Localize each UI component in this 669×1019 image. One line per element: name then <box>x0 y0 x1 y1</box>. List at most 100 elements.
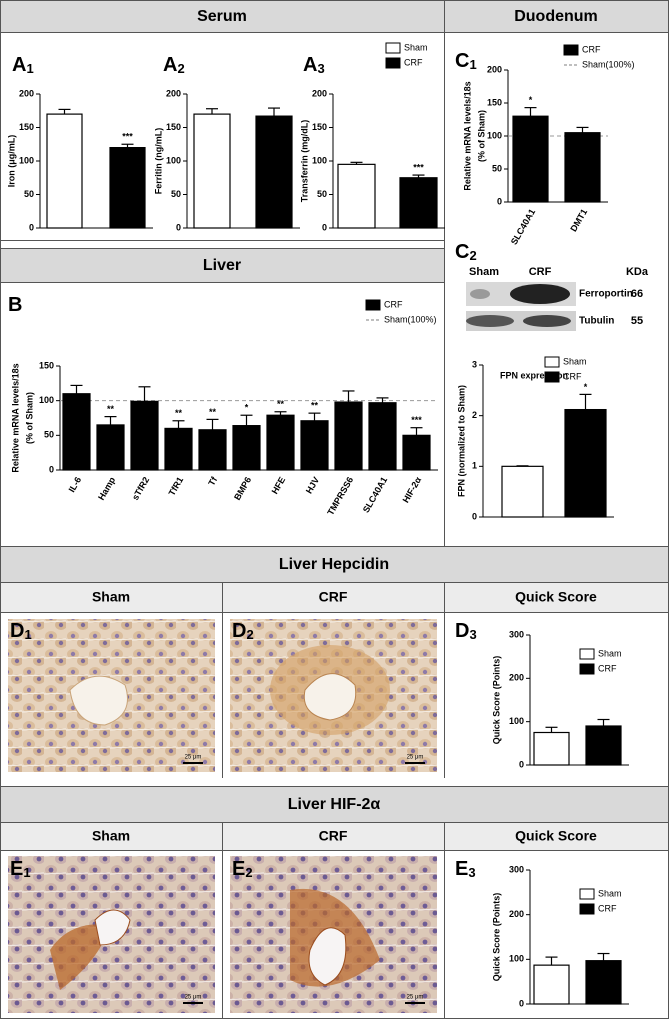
panel-label: E3 <box>455 858 476 880</box>
error-bar <box>138 386 151 402</box>
bar <box>585 960 622 1005</box>
error-bar <box>172 420 185 429</box>
y-tick-label: 0 <box>519 998 524 1008</box>
panel-label: D1 <box>10 620 32 642</box>
legend-label: Sham <box>404 42 428 52</box>
significance: * <box>529 95 533 105</box>
chart-title: FPN expression <box>500 370 568 380</box>
panel-letter: A <box>12 54 26 76</box>
bar <box>564 132 601 203</box>
bar <box>337 163 376 229</box>
panel-letter: A <box>303 54 317 76</box>
significance: ** <box>209 407 217 417</box>
bar <box>402 434 431 471</box>
panel-label: D3 <box>455 620 477 642</box>
bar <box>266 414 295 471</box>
bar <box>368 402 397 471</box>
legend-label: CRF <box>598 663 617 673</box>
x-tick-label: HIF-2α <box>401 475 424 505</box>
blot-kda: 66 <box>631 288 643 300</box>
column-title: CRF <box>319 589 348 605</box>
scale-bar-label: 25 μm <box>185 995 202 1001</box>
y-tick-label: 0 <box>49 464 54 474</box>
bar <box>334 401 363 471</box>
x-tick-label: HFE <box>270 475 288 496</box>
y-tick-label: 150 <box>39 360 54 370</box>
blot-group: Sham <box>469 266 499 278</box>
significance: * <box>245 403 249 413</box>
y-tick-label: 0 <box>322 222 327 232</box>
micrographs <box>8 619 437 1013</box>
legend-label: Sham(100%) <box>384 314 437 324</box>
y-tick-label: 200 <box>509 673 524 683</box>
column-title: Quick Score <box>515 828 597 844</box>
y-tick-label: 3 <box>472 359 477 369</box>
y-tick-label: 300 <box>509 629 524 639</box>
y-tick-label: 200 <box>509 909 524 919</box>
y-axis-label: (% of Sham) <box>476 110 486 162</box>
legend-swatch <box>385 57 401 69</box>
significance: ** <box>311 401 319 411</box>
significance: ** <box>175 408 183 418</box>
y-tick-label: 100 <box>509 954 524 964</box>
legend-label: CRF <box>404 57 423 67</box>
significance: ** <box>277 399 285 409</box>
y-tick-label: 100 <box>19 155 34 165</box>
y-axis-label: FPN (normalized to Sham) <box>456 385 466 497</box>
scale-bar-label: 25 μm <box>407 995 424 1001</box>
western-blot <box>466 282 576 331</box>
error-bar <box>597 952 610 961</box>
legend-swatch <box>579 903 595 915</box>
significance: *** <box>122 132 133 142</box>
y-axis-label: Relative mRNA levels/18s <box>462 81 472 190</box>
scale-bar-label: 25 μm <box>407 755 424 761</box>
error-bar <box>579 393 592 410</box>
y-tick-label: 200 <box>166 88 181 98</box>
legend-swatch <box>385 42 401 54</box>
bar <box>232 425 261 471</box>
panel-label: D2 <box>232 620 254 642</box>
bar <box>109 147 146 229</box>
bar <box>198 429 227 471</box>
error-bar <box>342 390 355 403</box>
y-axis-label: Relative mRNA levels/18s <box>10 363 20 472</box>
column-title: Sham <box>92 828 130 844</box>
error-bar <box>576 126 589 133</box>
bar <box>512 115 549 203</box>
y-tick-label: 100 <box>509 716 524 726</box>
legend-label: CRF <box>598 903 617 913</box>
legend-swatch <box>544 371 560 383</box>
legend-label: Sham(100%) <box>582 59 635 69</box>
bar <box>130 400 159 471</box>
panel-label: B <box>8 294 22 316</box>
legend-label: Sham <box>598 648 622 658</box>
panel-label: E1 <box>10 858 31 880</box>
y-axis-label: Quick Score (Points) <box>491 893 501 982</box>
column-title: Quick Score <box>515 589 597 605</box>
y-tick-label: 200 <box>312 88 327 98</box>
error-bar <box>412 174 425 178</box>
y-axis-label: Ferritin (ng/mL) <box>153 128 163 195</box>
section-title: Duodenum <box>514 8 598 25</box>
error-bar <box>240 414 253 426</box>
error-bar <box>524 107 537 117</box>
y-tick-label: 1 <box>472 461 477 471</box>
scale-bar-label: 25 μm <box>185 755 202 761</box>
x-tick-label: TMPRSS6 <box>325 475 355 517</box>
panel-subscript: 3 <box>317 61 324 76</box>
error-bar <box>274 411 287 416</box>
y-tick-label: 50 <box>171 189 181 199</box>
bar <box>533 731 570 766</box>
error-bar <box>410 427 423 436</box>
bar <box>501 465 544 518</box>
legend-swatch <box>579 888 595 900</box>
legend-label: CRF <box>384 299 403 309</box>
significance: * <box>584 382 588 392</box>
error-bar <box>206 418 219 430</box>
y-tick-label: 200 <box>487 64 502 74</box>
blot-group: CRF <box>529 266 552 278</box>
legend-swatch <box>579 663 595 675</box>
significance: ** <box>107 404 115 414</box>
error-bar <box>597 718 610 726</box>
bar <box>193 113 231 229</box>
